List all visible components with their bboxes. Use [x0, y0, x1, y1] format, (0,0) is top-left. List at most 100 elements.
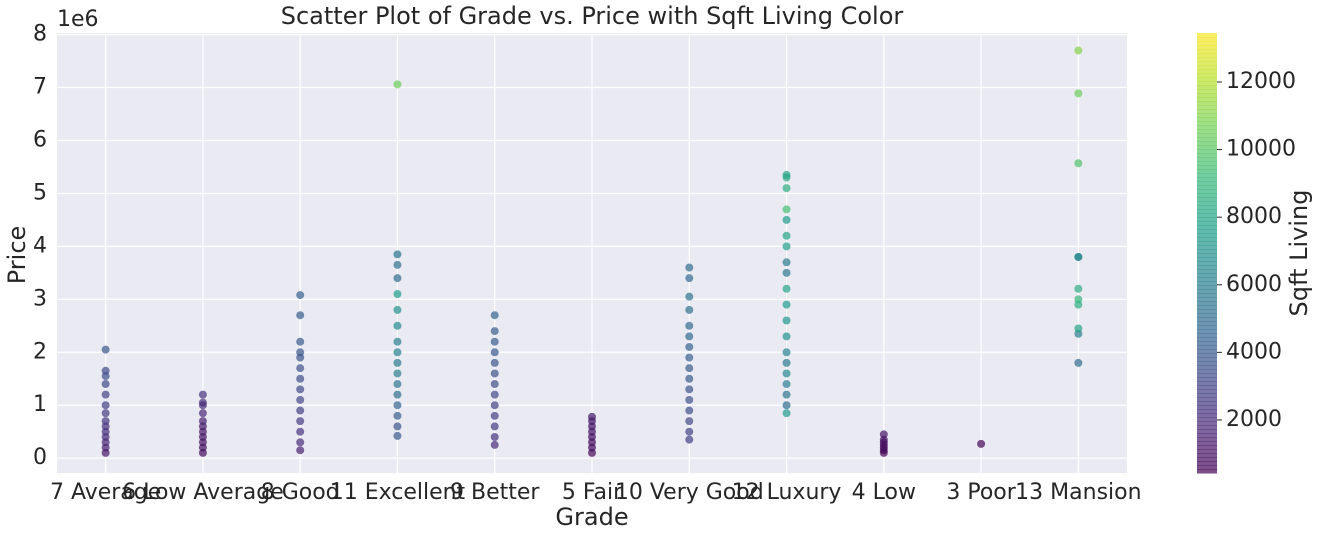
- colorbar-segment: [1197, 45, 1217, 50]
- point: [879, 430, 888, 439]
- colorbar-segment: [1197, 373, 1217, 378]
- colorbar-segment: [1197, 209, 1217, 214]
- colorbar-tick-label: 4000: [1226, 339, 1282, 364]
- point: [782, 242, 791, 251]
- colorbar-segment: [1197, 201, 1217, 206]
- point: [685, 292, 694, 301]
- point: [296, 427, 305, 436]
- point: [490, 422, 499, 431]
- colorbar-segment: [1197, 181, 1217, 186]
- colorbar-segment: [1197, 205, 1217, 210]
- colorbar-segment: [1197, 293, 1217, 298]
- y-tick-label: 7: [33, 75, 47, 100]
- point: [101, 366, 110, 375]
- colorbar-segment: [1197, 189, 1217, 194]
- colorbar-segment: [1197, 449, 1217, 454]
- colorbar-segment: [1197, 173, 1217, 178]
- colorbar-segment: [1197, 297, 1217, 302]
- colorbar-segment: [1197, 141, 1217, 146]
- point: [296, 446, 305, 455]
- point: [490, 337, 499, 346]
- point: [393, 422, 402, 431]
- chart-title: Scatter Plot of Grade vs. Price with Sqf…: [281, 2, 904, 30]
- colorbar-segment: [1197, 273, 1217, 278]
- x-tick-label: 7 Average: [50, 480, 161, 505]
- x-tick-label: 12 Luxury: [732, 480, 842, 505]
- colorbar-segment: [1197, 65, 1217, 70]
- colorbar-segment: [1197, 397, 1217, 402]
- colorbar-segment: [1197, 321, 1217, 326]
- colorbar-tick-label: 2000: [1226, 407, 1282, 432]
- colorbar-segment: [1197, 153, 1217, 158]
- point: [782, 369, 791, 378]
- point: [393, 380, 402, 389]
- point: [490, 358, 499, 367]
- colorbar-segment: [1197, 233, 1217, 238]
- point: [490, 348, 499, 357]
- point: [101, 380, 110, 389]
- point: [782, 390, 791, 399]
- point: [685, 353, 694, 362]
- colorbar-segment: [1197, 433, 1217, 438]
- colorbar-segment: [1197, 61, 1217, 66]
- point: [1074, 324, 1083, 333]
- x-tick-label: 5 Fair: [562, 480, 623, 505]
- colorbar-segment: [1197, 409, 1217, 414]
- point: [782, 316, 791, 325]
- point: [393, 358, 402, 367]
- point: [1074, 89, 1083, 98]
- point: [782, 205, 791, 214]
- point: [393, 337, 402, 346]
- point: [685, 374, 694, 383]
- point: [588, 412, 596, 421]
- point: [782, 409, 791, 418]
- colorbar-segment: [1197, 385, 1217, 390]
- colorbar-segment: [1197, 33, 1217, 38]
- point: [685, 364, 694, 373]
- colorbar-segment: [1197, 73, 1217, 78]
- point: [296, 406, 305, 415]
- point: [490, 311, 499, 320]
- colorbar-tick-label: 10000: [1226, 137, 1296, 162]
- x-tick-label: 10 Very Good: [615, 480, 764, 505]
- colorbar-segment: [1197, 401, 1217, 406]
- colorbar-segment: [1197, 277, 1217, 282]
- y-offset-label: 1e6: [57, 7, 99, 32]
- colorbar-segment: [1197, 333, 1217, 338]
- colorbar-segment: [1197, 129, 1217, 134]
- point: [685, 395, 694, 404]
- colorbar-segment: [1197, 365, 1217, 370]
- colorbar-segment: [1197, 225, 1217, 230]
- colorbar-segment: [1197, 81, 1217, 86]
- colorbar-segment: [1197, 305, 1217, 310]
- colorbar-segment: [1197, 381, 1217, 386]
- colorbar-segment: [1197, 441, 1217, 446]
- point: [490, 401, 499, 410]
- colorbar-segment: [1197, 289, 1217, 294]
- point: [685, 274, 694, 283]
- colorbar-segment: [1197, 269, 1217, 274]
- colorbar-segment: [1197, 161, 1217, 166]
- point: [393, 274, 402, 283]
- colorbar-segment: [1197, 313, 1217, 318]
- point: [393, 80, 402, 89]
- colorbar-segment: [1197, 113, 1217, 118]
- colorbar-segment: [1197, 77, 1217, 82]
- point: [393, 369, 402, 378]
- colorbar-segment: [1197, 213, 1217, 218]
- y-tick-label: 8: [33, 22, 47, 47]
- colorbar-segment: [1197, 469, 1217, 474]
- colorbar-segment: [1197, 261, 1217, 266]
- colorbar-segment: [1197, 217, 1217, 222]
- colorbar-segment: [1197, 389, 1217, 394]
- colorbar-segment: [1197, 377, 1217, 382]
- point: [393, 250, 402, 259]
- x-tick-label: 4 Low: [852, 480, 916, 505]
- colorbar-segment: [1197, 37, 1217, 42]
- colorbar-segment: [1197, 97, 1217, 102]
- colorbar-segment: [1197, 285, 1217, 290]
- colorbar-segment: [1197, 105, 1217, 110]
- colorbar-segment: [1197, 101, 1217, 106]
- point: [296, 337, 305, 346]
